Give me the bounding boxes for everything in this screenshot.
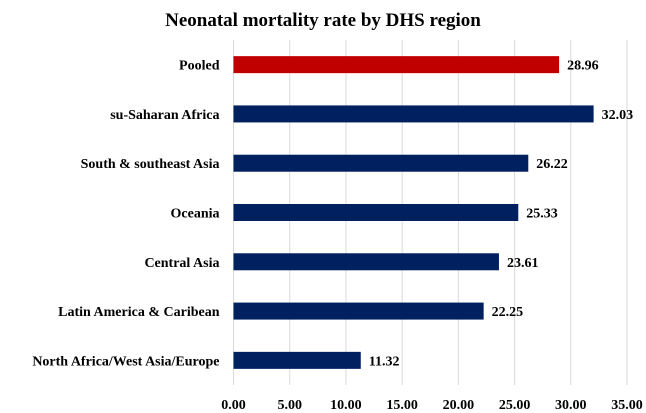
bar — [233, 105, 594, 123]
x-tick-label: 0.00 — [221, 398, 246, 413]
data-label: 32.03 — [602, 108, 634, 123]
x-tick-label: 30.00 — [555, 398, 587, 413]
category-label: Central Asia — [144, 256, 219, 271]
category-label: Pooled — [179, 59, 220, 74]
bar — [233, 154, 529, 172]
data-label: 23.61 — [507, 256, 539, 271]
bar — [233, 56, 560, 74]
data-label: 26.22 — [536, 157, 568, 172]
data-label: 25.33 — [526, 207, 558, 222]
data-label: 28.96 — [567, 59, 599, 74]
bar — [233, 351, 361, 369]
x-tick-label: 20.00 — [443, 398, 475, 413]
x-tick-label: 15.00 — [386, 398, 418, 413]
x-tick-label: 35.00 — [611, 398, 643, 413]
category-label: Latin America & Caribean — [58, 305, 220, 320]
x-tick-label: 5.00 — [277, 398, 302, 413]
x-tick-label: 10.00 — [330, 398, 362, 413]
data-label: 22.25 — [492, 305, 524, 320]
data-label: 11.32 — [369, 354, 400, 369]
category-label: North Africa/West Asia/Europe — [32, 354, 219, 369]
bar — [233, 204, 519, 221]
category-label: Oceania — [171, 207, 220, 222]
chart-title: Neonatal mortality rate by DHS region — [165, 10, 481, 31]
bar — [233, 302, 484, 320]
x-tick-label: 25.00 — [499, 398, 531, 413]
category-label: su-Saharan Africa — [110, 108, 219, 123]
category-label: South & southeast Asia — [81, 157, 220, 172]
bar — [233, 253, 499, 271]
